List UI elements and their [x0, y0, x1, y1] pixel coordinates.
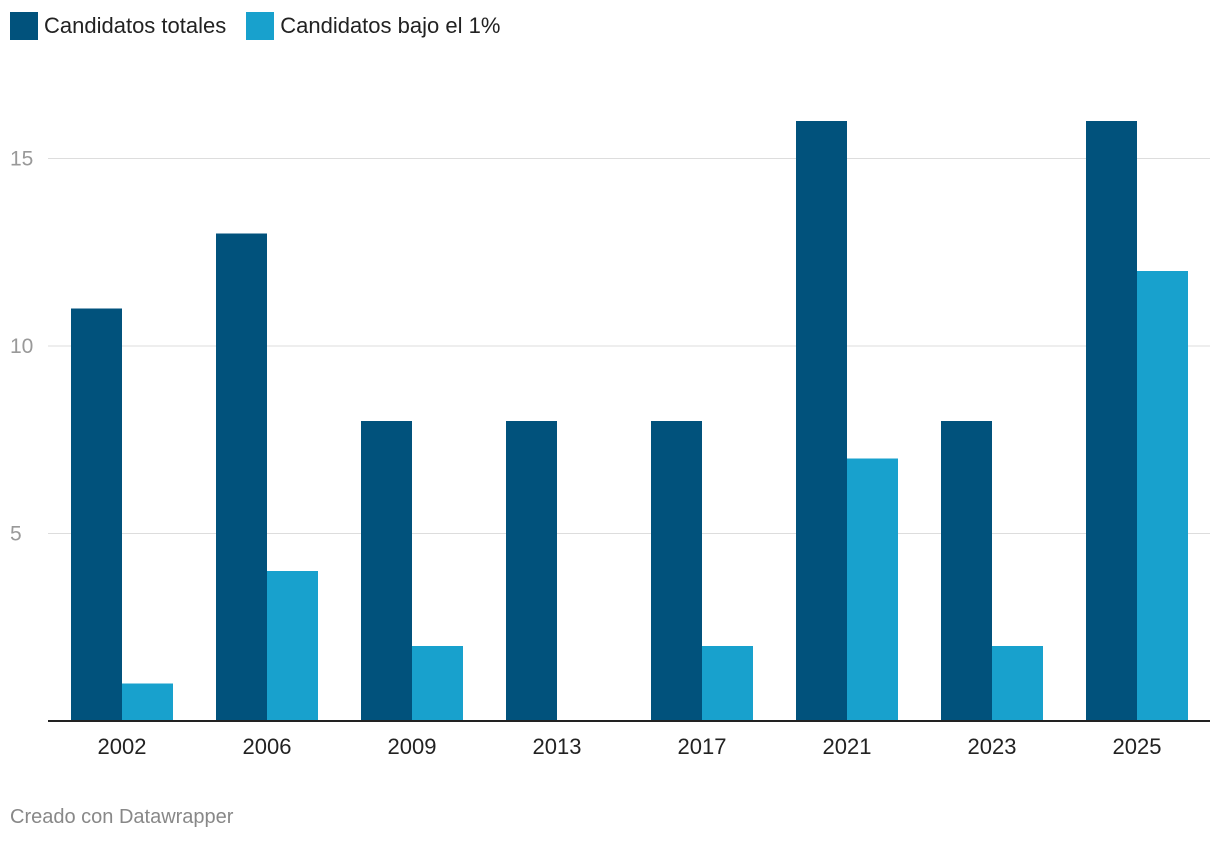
bar-totales-2009 [361, 421, 412, 721]
bar-totales-2021 [796, 121, 847, 721]
bar-bajo-1-2025 [1137, 271, 1188, 721]
bar-totales-2023 [941, 421, 992, 721]
legend-item-totales: Candidatos totales [10, 12, 226, 40]
bar-totales-2025 [1086, 121, 1137, 721]
legend-swatch-totales [10, 12, 38, 40]
y-tick-label-5: 5 [10, 523, 22, 546]
x-tick-label-2023: 2023 [968, 734, 1017, 759]
x-tick-label-2025: 2025 [1113, 734, 1162, 759]
x-tick-label-2009: 2009 [388, 734, 437, 759]
bar-bajo-1-2006 [267, 571, 318, 721]
x-tick-label-2006: 2006 [243, 734, 292, 759]
legend-swatch-bajo-1 [246, 12, 275, 40]
bar-totales-2002 [71, 308, 122, 721]
x-tick-label-2002: 2002 [98, 734, 147, 759]
bar-bajo-1-2017 [702, 646, 753, 721]
legend-label-bajo-1: Candidatos bajo el 1% [280, 13, 501, 38]
y-tick-label-15: 15 [10, 148, 33, 171]
bar-totales-2013 [506, 421, 557, 721]
bar-bajo-1-2023 [992, 646, 1043, 721]
chart-legend: Candidatos totales Candidatos bajo el 1% [10, 12, 500, 40]
bar-bajo-1-2002 [122, 683, 173, 721]
bar-totales-2006 [216, 233, 267, 721]
y-tick-label-10: 10 [10, 335, 33, 358]
bar-bajo-1-2021 [847, 458, 898, 721]
x-tick-label-2017: 2017 [678, 734, 727, 759]
bar-bajo-1-2009 [412, 646, 463, 721]
bar-totales-2017 [651, 421, 702, 721]
x-tick-label-2021: 2021 [823, 734, 872, 759]
legend-label-totales: Candidatos totales [44, 13, 227, 38]
legend-item-bajo-1: Candidatos bajo el 1% [246, 12, 500, 40]
footer-credit: Creado con Datawrapper [10, 806, 234, 828]
x-tick-label-2013: 2013 [533, 734, 582, 759]
